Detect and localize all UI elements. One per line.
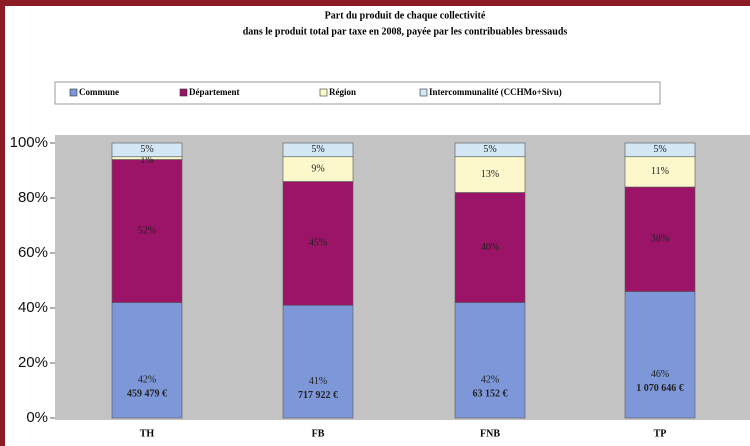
legend-label: Intercommunalité (CCHMo+Sivu): [429, 87, 562, 97]
legend-swatch: [69, 88, 78, 97]
bar-segment: [624, 156, 696, 188]
data-label: 5%: [140, 144, 153, 155]
data-label: 5%: [483, 144, 496, 155]
bar-segment: [282, 304, 354, 419]
chart-title: Part du produit de chaque collectivité: [325, 10, 486, 21]
data-label: 63 152 €: [473, 389, 508, 400]
bar-segment: [624, 291, 696, 419]
data-label: 1%: [140, 155, 153, 166]
x-tick-label: TH: [140, 428, 155, 439]
data-label: 41%: [309, 376, 327, 387]
data-label: 42%: [481, 375, 499, 386]
y-tick-label: 80%: [18, 189, 48, 206]
bar-segment: [111, 302, 183, 419]
legend-label: Département: [189, 87, 239, 97]
data-label: 1 070 646 €: [636, 383, 684, 394]
legend-label: Commune: [79, 87, 119, 97]
y-tick-label: 40%: [18, 299, 48, 316]
data-label: 11%: [651, 166, 669, 177]
chart-title: dans le produit total par taxe en 2008, …: [243, 26, 568, 37]
data-label: 38%: [651, 234, 669, 245]
y-tick-label: 20%: [18, 354, 48, 371]
legend-swatch: [179, 88, 188, 97]
bar-segment: [624, 186, 696, 292]
bar-segment: [111, 142, 183, 158]
data-label: 52%: [138, 225, 156, 236]
bar-segment: [282, 156, 354, 182]
bar-segment: [282, 181, 354, 306]
data-label: 45%: [309, 238, 327, 249]
legend-label: Région: [329, 87, 356, 97]
bar-segment: [454, 156, 526, 193]
y-tick-label: 0%: [26, 409, 48, 426]
data-label: 459 479 €: [127, 389, 167, 400]
y-tick-label: 60%: [18, 244, 48, 261]
x-tick-label: TP: [654, 428, 667, 439]
bar-segment: [454, 192, 526, 303]
data-label: 46%: [651, 369, 669, 380]
data-label: 5%: [311, 144, 324, 155]
bar-segment: [624, 142, 696, 158]
data-label: 40%: [481, 242, 499, 253]
x-tick-label: FB: [312, 428, 325, 439]
legend: [54, 81, 661, 105]
data-label: 13%: [481, 169, 499, 180]
legend-swatch: [419, 88, 428, 97]
bar-segment: [111, 159, 183, 303]
bar-segment: [282, 142, 354, 158]
bar-segment: [454, 142, 526, 158]
data-label: 717 922 €: [298, 390, 338, 401]
data-label: 9%: [311, 163, 324, 174]
legend-swatch: [319, 88, 328, 97]
x-tick-label: FNB: [480, 428, 500, 439]
bar-segment: [454, 302, 526, 419]
data-label: 42%: [138, 375, 156, 386]
data-label: 5%: [653, 144, 666, 155]
y-tick-label: 100%: [10, 134, 48, 151]
